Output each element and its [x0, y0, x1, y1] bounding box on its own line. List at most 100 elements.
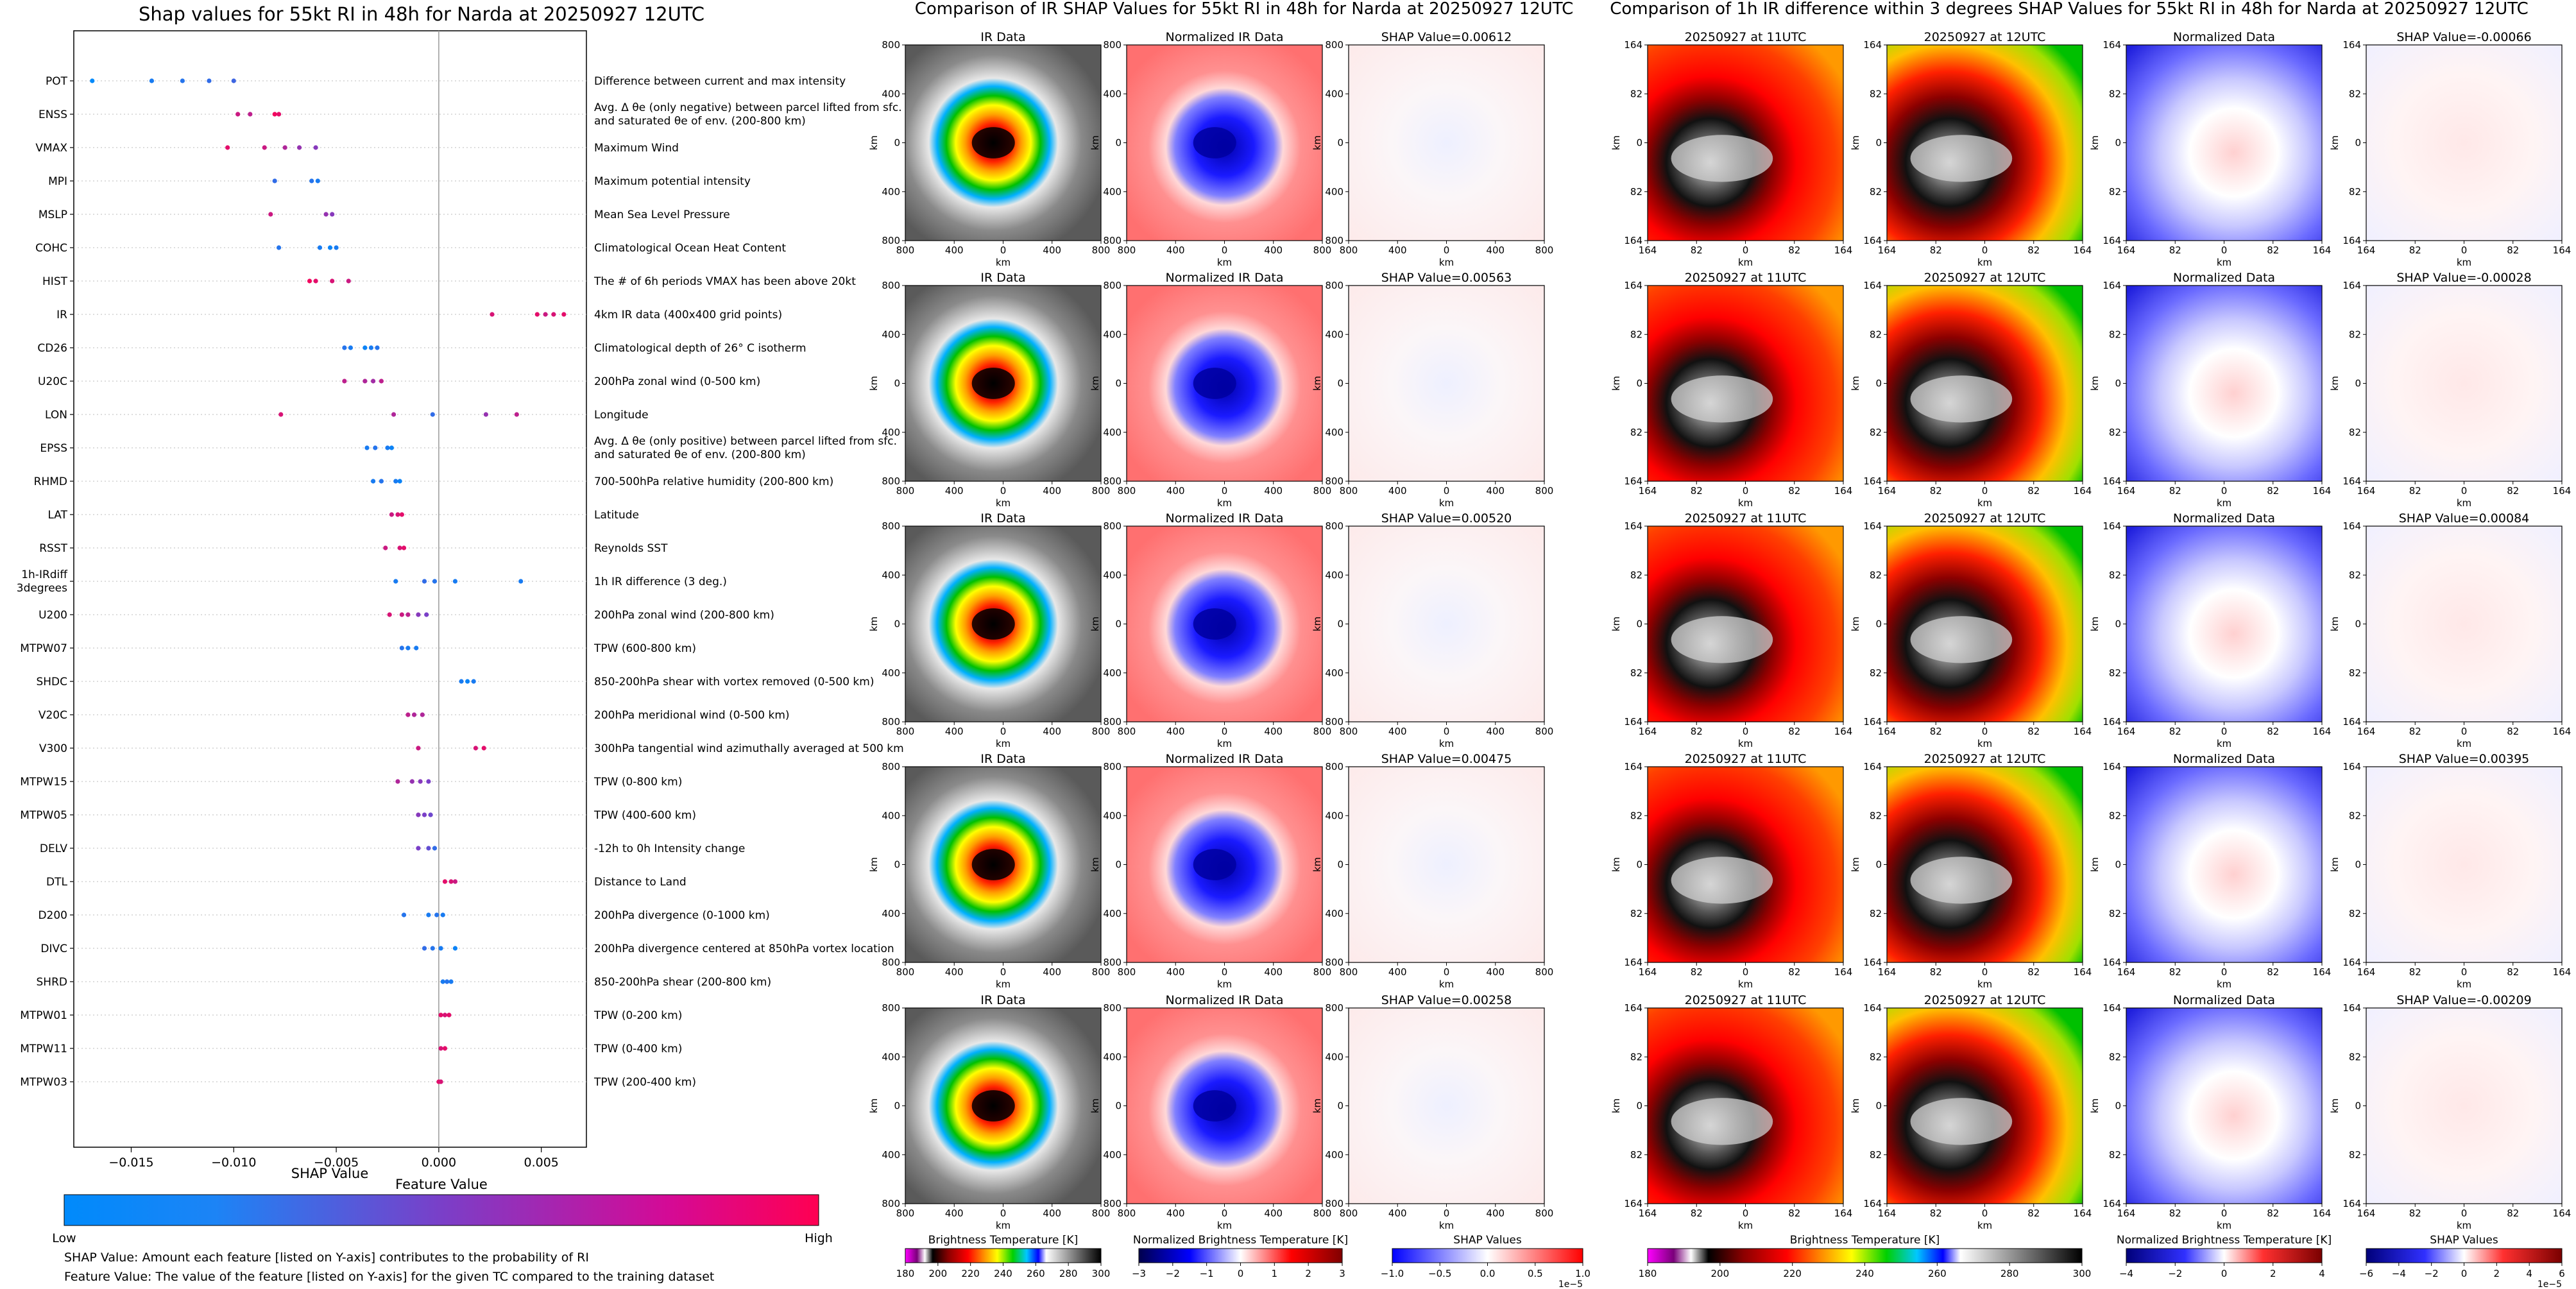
- panel-y-tick-label: 82: [1630, 1051, 1642, 1063]
- shap-feature-row: MTPW01 TPW (0-200 km): [20, 1009, 682, 1022]
- panel-x-tick-label: 0: [1743, 1208, 1749, 1219]
- panel-x-tick-label: 164: [1834, 966, 1853, 978]
- panel-x-label: km: [1738, 978, 1753, 990]
- panel-x-tick-label: 0: [1444, 1208, 1450, 1219]
- shap-feature-row: DIVC 200hPa divergence centered at 850hPa…: [40, 943, 894, 955]
- panel-title: SHAP Value=0.00612: [1381, 30, 1512, 44]
- panel-x-tick-label: 800: [1118, 726, 1136, 737]
- panel-eye-mark: [1193, 368, 1236, 399]
- shap-point: [231, 78, 236, 83]
- panel-x-label: km: [1439, 738, 1454, 749]
- panel-y-tick-label: 164: [2342, 39, 2361, 51]
- shap-feature-description: 300hPa tangential wind azimuthally avera…: [594, 742, 904, 755]
- shap-x-tick-label: −0.015: [108, 1156, 153, 1170]
- panel-y-tick-label: 82: [1870, 427, 1882, 438]
- colorbar-tick-label: 0: [2461, 1268, 2468, 1279]
- panel-y-tick-label: 0: [894, 619, 900, 630]
- shap-feature-row: MTPW07 TPW (600-800 km): [20, 642, 696, 655]
- panel-y-tick-label: 164: [1624, 761, 1642, 773]
- panel-y-tick-label: 164: [2342, 235, 2361, 246]
- panel-x-tick-label: 800: [1340, 966, 1358, 978]
- panel-x-tick-label: 0: [1222, 244, 1228, 256]
- panel-x-tick-label: 800: [896, 726, 915, 737]
- panel-y-tick-label: 164: [1624, 520, 1642, 532]
- panel-y-tick-label: 800: [882, 235, 900, 246]
- shap-note-2: Feature Value: The value of the feature …: [64, 1270, 714, 1284]
- shap-point: [452, 946, 458, 951]
- panel-y-tick-label: 164: [2103, 520, 2121, 532]
- shap-feature-name: VMAX: [35, 142, 67, 155]
- shap-point: [90, 78, 95, 83]
- panel-y-tick-label: 82: [1630, 569, 1642, 581]
- panel-x-tick-label: 400: [1486, 244, 1505, 256]
- shap-point: [442, 879, 448, 884]
- shap-x-tick-label: 0.000: [422, 1156, 456, 1170]
- panel-y-tick-label: 164: [1863, 1198, 1882, 1209]
- panel-x-tick-label: 400: [1043, 966, 1061, 978]
- panel-x-tick-label: 0: [1444, 726, 1450, 737]
- panel-x-label: km: [996, 1220, 1011, 1231]
- panel-x-tick-label: 800: [1313, 726, 1332, 737]
- shap-point: [432, 846, 438, 851]
- panel-x-label: km: [2457, 978, 2471, 990]
- panel-y-label: km: [1311, 1098, 1323, 1113]
- shap-feature-description: 700-500hPa relative humidity (200-800 km…: [594, 475, 833, 488]
- panel-x-tick-label: 800: [1535, 726, 1554, 737]
- panel-x-tick-label: 400: [1486, 966, 1505, 978]
- panel-x-tick-label: 400: [1264, 485, 1283, 497]
- panel-y-tick-label: 82: [1870, 186, 1882, 198]
- panel-x-label: km: [1738, 738, 1753, 749]
- panel-x-tick-label: 82: [1691, 966, 1703, 978]
- shap-feature-description: 850-200hPa shear with vortex removed (0-…: [594, 676, 874, 688]
- shap-point: [430, 412, 435, 417]
- shap-point: [424, 612, 429, 617]
- panel-x-tick-label: 164: [2117, 726, 2136, 737]
- panel-x-label: km: [996, 978, 1011, 990]
- shap-point: [401, 545, 407, 551]
- panel-x-label: km: [1738, 497, 1753, 509]
- panel-y-tick-label: 164: [2342, 520, 2361, 532]
- shap-point: [426, 846, 431, 851]
- panel-x-tick-label: 0: [2221, 966, 2228, 978]
- panel-y-tick-label: 0: [894, 1100, 900, 1112]
- shap-point: [438, 1079, 443, 1084]
- panel-y-tick-label: 82: [2349, 1149, 2361, 1161]
- panel-x-label: km: [1977, 738, 1992, 749]
- colorbar-tick-label: −2: [1166, 1268, 1180, 1279]
- shap-feature-description: Climatological depth of 26° C isotherm: [594, 342, 806, 355]
- panel-y-tick-label: 800: [1103, 235, 1122, 246]
- shap-point: [371, 379, 376, 384]
- panel-x-label: km: [1738, 1220, 1753, 1231]
- colorbar-strip: [1392, 1248, 1583, 1263]
- panel-x-tick-label: 400: [1486, 485, 1505, 497]
- shap-point: [334, 245, 339, 250]
- panel-x-label: km: [2457, 257, 2471, 268]
- panel-y-label: km: [1850, 135, 1861, 150]
- panel-x-tick-label: 82: [2507, 244, 2519, 256]
- panel-y-tick-label: 82: [2109, 186, 2121, 198]
- panel-y-tick-label: 82: [1630, 329, 1642, 340]
- panel-y-label: km: [1311, 857, 1323, 872]
- panel-x-label: km: [2457, 1220, 2471, 1231]
- panel-y-tick-label: 82: [2109, 1149, 2121, 1161]
- colorbar-tick-label: 2: [2494, 1268, 2500, 1279]
- colorbar-tick-label: −6: [2359, 1268, 2373, 1279]
- panel-x-tick-label: 82: [1788, 244, 1800, 256]
- panel-x-tick-label: 0: [1982, 966, 1988, 978]
- image-panel-grid: IR Data80080040040000400400800800kmkmNor…: [868, 30, 2571, 1231]
- shap-point: [395, 512, 400, 517]
- panel-x-tick-label: 82: [1930, 1208, 1942, 1219]
- shap-point: [393, 479, 398, 484]
- panel-image: [2366, 45, 2562, 241]
- panel-y-tick-label: 400: [882, 667, 900, 679]
- panel-y-tick-label: 400: [882, 186, 900, 198]
- panel-y-tick-label: 0: [1636, 378, 1642, 389]
- panel-title: 20250927 at 11UTC: [1685, 511, 1807, 525]
- panel-y-tick-label: 164: [1624, 1198, 1642, 1209]
- shap-point: [309, 178, 314, 184]
- shap-feature-description: 850-200hPa shear (200-800 km): [594, 976, 771, 989]
- shap-feature-name: CD26: [37, 342, 67, 355]
- panel-x-label: km: [2217, 738, 2231, 749]
